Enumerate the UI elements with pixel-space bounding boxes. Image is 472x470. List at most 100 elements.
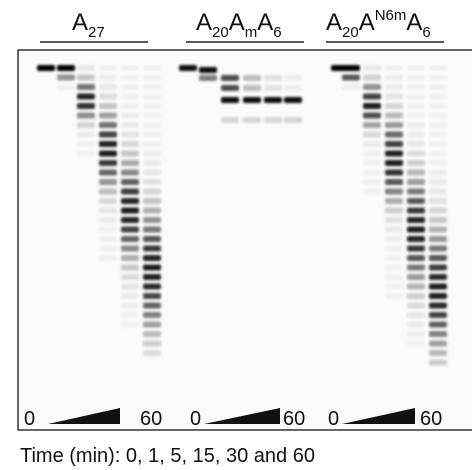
band	[221, 117, 239, 123]
band	[121, 131, 139, 138]
band	[284, 85, 302, 91]
band	[143, 255, 161, 261]
band	[121, 236, 139, 242]
band	[284, 117, 302, 123]
band	[385, 65, 403, 71]
band	[385, 198, 403, 204]
band	[121, 283, 139, 290]
band	[363, 74, 381, 81]
band	[221, 75, 239, 81]
band	[407, 312, 425, 318]
band	[407, 255, 425, 261]
band	[99, 150, 117, 157]
band	[363, 188, 381, 195]
band	[99, 226, 117, 233]
band	[407, 188, 425, 195]
time-start: 0	[190, 408, 201, 430]
band	[407, 150, 425, 157]
band	[363, 84, 381, 90]
band	[99, 198, 117, 204]
band	[99, 207, 117, 214]
band	[57, 65, 75, 71]
band	[143, 331, 161, 337]
band	[199, 75, 217, 81]
band	[407, 331, 425, 337]
band	[77, 122, 95, 128]
band	[264, 117, 282, 123]
band	[143, 340, 161, 347]
band	[407, 236, 425, 242]
band	[385, 245, 403, 252]
band	[407, 141, 425, 147]
band	[363, 150, 381, 157]
band	[143, 350, 161, 356]
band	[363, 160, 381, 166]
time-wedge	[342, 408, 415, 424]
band	[243, 75, 261, 81]
band	[385, 264, 403, 271]
band	[143, 217, 161, 223]
band	[385, 169, 403, 176]
band	[121, 245, 139, 252]
band	[121, 198, 139, 204]
band	[99, 245, 117, 252]
band	[121, 141, 139, 147]
band	[99, 179, 117, 185]
band	[143, 245, 161, 252]
band	[429, 207, 447, 214]
band	[429, 217, 447, 223]
band	[143, 236, 161, 242]
band	[121, 112, 139, 119]
band	[385, 84, 403, 90]
band	[429, 302, 447, 309]
band	[363, 65, 381, 71]
band	[37, 65, 55, 71]
band	[143, 169, 161, 176]
band	[243, 85, 261, 91]
band	[385, 188, 403, 195]
band	[429, 160, 447, 166]
band	[429, 312, 447, 318]
band	[99, 103, 117, 109]
band	[407, 74, 425, 81]
band	[143, 74, 161, 81]
band	[385, 93, 403, 100]
band	[77, 103, 95, 109]
band	[99, 84, 117, 90]
band	[429, 122, 447, 128]
band	[121, 255, 139, 261]
band	[143, 198, 161, 204]
band	[385, 217, 403, 223]
band	[99, 217, 117, 223]
band	[429, 169, 447, 176]
gel-bands	[37, 65, 447, 366]
band	[385, 255, 403, 261]
band	[429, 179, 447, 185]
band	[429, 103, 447, 109]
band	[385, 226, 403, 233]
band	[429, 359, 447, 366]
band	[121, 274, 139, 280]
band	[143, 65, 161, 71]
band	[429, 321, 447, 328]
band	[429, 236, 447, 242]
band	[407, 293, 425, 299]
band	[407, 226, 425, 233]
band	[429, 131, 447, 138]
band	[143, 312, 161, 318]
band	[121, 93, 139, 100]
band	[121, 207, 139, 214]
band	[429, 112, 447, 119]
band	[99, 131, 117, 138]
band	[385, 207, 403, 214]
band	[143, 188, 161, 195]
band	[264, 75, 282, 81]
time-wedge	[204, 408, 280, 424]
band	[99, 188, 117, 195]
band	[264, 85, 282, 91]
band	[385, 179, 403, 185]
time-start: 0	[24, 408, 35, 430]
band	[143, 84, 161, 90]
band	[99, 74, 117, 81]
